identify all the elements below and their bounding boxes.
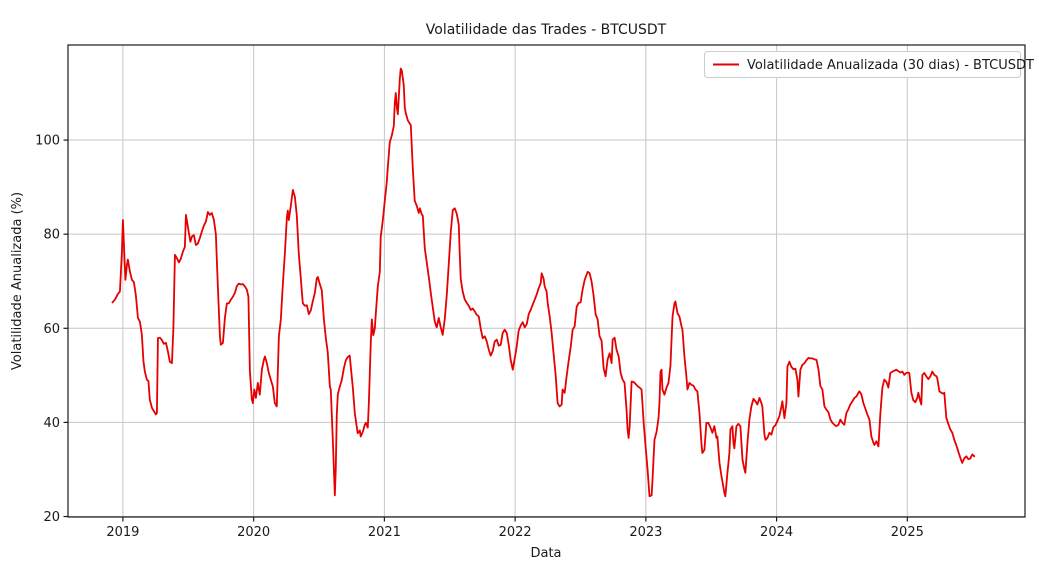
y-axis-label: Volatilidade Anualizada (%) — [10, 192, 25, 370]
data-series-layer — [111, 67, 976, 498]
volatility-line — [111, 67, 976, 498]
x-tick-label: 2019 — [106, 525, 139, 540]
x-tick-label: 2021 — [368, 525, 401, 540]
x-tick-label: 2024 — [760, 525, 793, 540]
plot-border — [67, 44, 1026, 518]
x-axis-label: Data — [530, 546, 561, 561]
y-tick-label: 60 — [43, 322, 60, 337]
axes-layer — [63, 44, 1026, 522]
legend-label: Volatilidade Anualizada (30 dias) - BTCU… — [747, 58, 1034, 73]
x-tick-label: 2022 — [499, 525, 532, 540]
y-tick-label: 80 — [43, 228, 60, 243]
x-tick-label: 2020 — [237, 525, 270, 540]
y-tick-label: 100 — [35, 134, 60, 149]
tick-labels: 2019 2020 2021 2022 2023 2024 2025 20 40 60 80 100 — [35, 134, 924, 540]
legend-box — [704, 51, 1021, 78]
x-tick-label: 2023 — [629, 525, 662, 540]
chart-title: Volatilidade das Trades - BTCUSDT — [426, 22, 667, 38]
legend: Volatilidade Anualizada (30 dias) - BTCU… — [704, 51, 1034, 78]
y-tick-label: 40 — [43, 416, 60, 431]
gridlines — [68, 45, 1025, 518]
y-tick-label: 20 — [43, 510, 60, 525]
x-tick-label: 2025 — [891, 525, 924, 540]
